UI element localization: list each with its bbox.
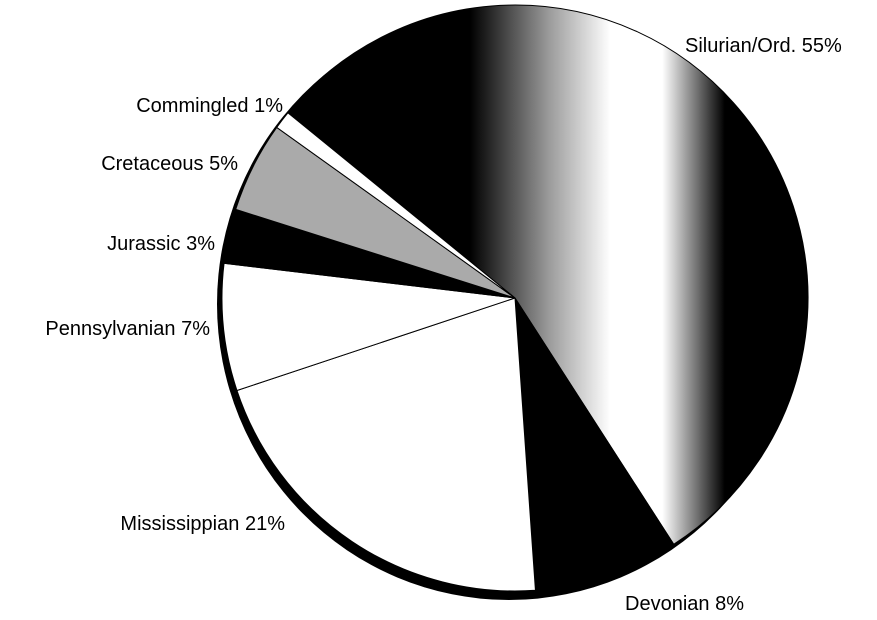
category-name: Mississippian (120, 513, 239, 535)
value-label: 21% (245, 513, 285, 535)
category-name: Jurassic (107, 233, 180, 255)
slice-label: Pennsylvanian 7% (45, 318, 210, 340)
category-name: Silurian/Ord. (685, 35, 796, 57)
value-label: 55% (802, 35, 842, 57)
slice-label: Jurassic 3% (107, 233, 215, 255)
labels: Silurian/Ord. 55% Devonian 8% Mississippian 2… (45, 35, 842, 615)
value-label: 8% (715, 593, 744, 615)
slice-label: Cretaceous 5% (101, 153, 238, 175)
slice-label: Silurian/Ord. 55% (685, 35, 842, 57)
pie-slice (276, 112, 516, 299)
pie-slice (287, 4, 809, 545)
category-name: Devonian (625, 593, 710, 615)
value-label: 7% (181, 318, 210, 340)
pie-slice (221, 262, 516, 392)
slice-label: Commingled 1% (136, 95, 283, 117)
slice-label: Devonian 8% (625, 593, 744, 615)
category-name: Commingled (136, 95, 248, 117)
category-name: Cretaceous (101, 153, 203, 175)
pie-slice (514, 297, 675, 591)
value-label: 5% (209, 153, 238, 175)
category-name: Pennsylvanian (45, 318, 175, 340)
value-label: 3% (186, 233, 215, 255)
pie-slice (236, 297, 536, 592)
slice-label: Mississippian 21% (120, 513, 285, 535)
value-label: 1% (254, 95, 283, 117)
slices (221, 4, 809, 592)
